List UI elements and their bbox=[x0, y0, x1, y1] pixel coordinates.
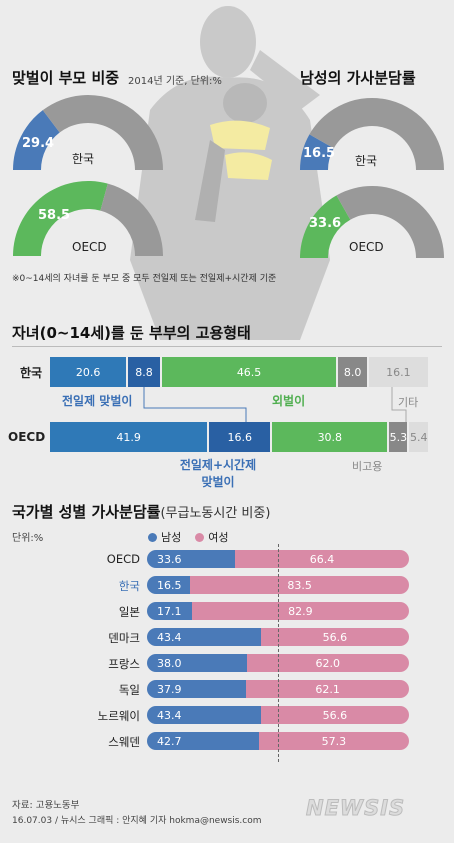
country-label: 한국 bbox=[118, 579, 140, 593]
donut-label: OECD bbox=[349, 240, 384, 254]
connector-lines bbox=[143, 387, 407, 422]
emp-row-label-oecd: OECD bbox=[8, 430, 46, 444]
country-label: 독일 bbox=[118, 683, 140, 697]
donut-value: 58.5 bbox=[38, 208, 71, 223]
female-segment: 82.9 bbox=[191, 602, 409, 620]
housework-bar: 38.0 62.0 bbox=[147, 654, 409, 672]
country-label: 덴마크 bbox=[108, 631, 140, 645]
male-housework-title: 남성의 가사분담률 bbox=[300, 69, 416, 87]
emp-bar-korea: 20.6 8.8 46.5 8.0 16.1 bbox=[50, 357, 430, 387]
cat-mixed-label: 전일제+시간제 맞벌이 bbox=[170, 456, 266, 490]
male-segment: 33.6 bbox=[147, 550, 236, 568]
donut-rest-arc bbox=[309, 97, 444, 170]
donut-rest-arc bbox=[42, 94, 163, 170]
donut-value-arc bbox=[300, 195, 351, 258]
emp-row-label-korea: 한국 bbox=[20, 366, 43, 380]
employment-title: 자녀(0~14세)를 둔 부부의 고용형태 bbox=[12, 324, 251, 342]
housework-bar: 16.5 83.5 bbox=[147, 576, 409, 594]
donut-chart bbox=[300, 97, 444, 170]
male-segment: 16.5 bbox=[147, 576, 191, 594]
source: 자료: 고용노동부 bbox=[12, 800, 80, 811]
male-segment: 38.0 bbox=[147, 654, 247, 672]
donut-chart bbox=[13, 94, 163, 170]
country-label: 프랑스 bbox=[108, 657, 140, 671]
housework-bar: 43.4 56.6 bbox=[147, 628, 409, 646]
seg-mixed: 16.6 bbox=[209, 422, 271, 452]
donut-value-arc bbox=[13, 181, 108, 256]
donut-label: OECD bbox=[72, 240, 107, 254]
housework-title-suffix: (무급노동시간 비중) bbox=[160, 506, 271, 521]
cat-other-label: 기타 bbox=[398, 396, 419, 409]
cat-unemployed-label: 비고용 bbox=[352, 460, 383, 473]
legend-male-label: 남성 bbox=[161, 531, 182, 544]
donut-male-korea: 16.5 한국 bbox=[297, 92, 447, 172]
female-segment: 66.4 bbox=[235, 550, 409, 568]
cat-full-label: 전일제 맞벌이 bbox=[62, 394, 133, 408]
mother-child-illustration bbox=[130, 6, 330, 340]
male-segment: 43.4 bbox=[147, 706, 261, 724]
housework-bar: 17.1 82.9 bbox=[147, 602, 409, 620]
legend: 남성 여성 bbox=[148, 529, 229, 545]
male-segment: 42.7 bbox=[147, 732, 259, 750]
country-label: 일본 bbox=[118, 605, 140, 619]
donut-value-arc bbox=[300, 134, 334, 170]
donut-rest-arc bbox=[100, 183, 163, 256]
seg-unemployed: 5.3 bbox=[389, 422, 408, 452]
seg-single: 46.5 bbox=[161, 357, 337, 387]
seg-mixed: 8.8 bbox=[128, 357, 160, 387]
female-segment: 56.6 bbox=[260, 628, 409, 646]
donut-rest-arc bbox=[336, 185, 444, 258]
country-label: 노르웨이 bbox=[97, 709, 140, 723]
donut-label: 한국 bbox=[355, 154, 378, 168]
male-segment: 43.4 bbox=[147, 628, 261, 646]
donut-label: 한국 bbox=[72, 152, 95, 166]
seg-full: 41.9 bbox=[50, 422, 208, 452]
country-label: OECD bbox=[106, 552, 140, 566]
couple-ratio-subtitle: 2014년 기준, 단위:% bbox=[128, 76, 222, 87]
housework-bar: 43.4 56.6 bbox=[147, 706, 409, 724]
seg-single: 30.8 bbox=[272, 422, 388, 452]
female-segment: 83.5 bbox=[190, 576, 409, 594]
cat-single-label: 외벌이 bbox=[272, 394, 306, 408]
emp-bar-oecd: 41.9 16.6 30.8 5.3 5.4 bbox=[50, 422, 430, 452]
donut-chart bbox=[300, 185, 444, 258]
newsis-logo: NEWSIS bbox=[305, 796, 406, 821]
donut-couple-oecd: 58.5 OECD bbox=[10, 178, 166, 258]
seg-full: 20.6 bbox=[50, 357, 127, 387]
female-segment: 56.6 bbox=[260, 706, 409, 724]
donut-value: 33.6 bbox=[309, 216, 342, 231]
donut-male-oecd: 33.6 OECD bbox=[297, 180, 447, 260]
donut-value: 29.4 bbox=[22, 136, 55, 151]
legend-female-swatch bbox=[195, 532, 205, 542]
donut-couple-korea: 29.4 한국 bbox=[10, 92, 166, 172]
female-segment: 62.0 bbox=[246, 654, 409, 672]
male-segment: 37.9 bbox=[147, 680, 247, 698]
donut-value-arc bbox=[13, 110, 60, 170]
female-segment: 62.1 bbox=[246, 680, 409, 698]
fifty-percent-line bbox=[278, 544, 279, 762]
country-label: 스웨덴 bbox=[108, 735, 140, 749]
housework-chart: OECD 33.6 66.4 한국 16.5 83.5 일본 17.1 82.9 덴마크 43.4 5… bbox=[0, 544, 454, 770]
cat-mixed-line2: 맞벌이 bbox=[201, 475, 235, 489]
seg-other: 5.4 bbox=[409, 422, 428, 452]
legend-male-swatch bbox=[148, 532, 157, 542]
female-segment: 57.3 bbox=[258, 732, 409, 750]
housework-bar: 42.7 57.3 bbox=[147, 732, 409, 750]
cat-mixed-line1: 전일제+시간제 bbox=[179, 458, 257, 472]
seg-other: 16.1 bbox=[368, 357, 428, 387]
donut-value: 16.5 bbox=[303, 146, 336, 161]
housework-title: 국가별 성별 가사분담률(무급노동시간 비중) bbox=[12, 501, 270, 522]
couple-ratio-title: 맞벌이 부모 비중 bbox=[12, 69, 120, 87]
donut-chart bbox=[13, 181, 163, 256]
divider bbox=[12, 346, 442, 347]
seg-unemployed: 8.0 bbox=[338, 357, 367, 387]
housework-unit: 단위:% bbox=[12, 533, 44, 544]
footnote: ※0~14세의 자녀를 둔 부모 중 모두 전일제 또는 전일제+시간제 기준 bbox=[12, 274, 277, 284]
housework-bar: 37.9 62.1 bbox=[147, 680, 409, 698]
male-segment: 17.1 bbox=[147, 602, 192, 620]
credit: 16.07.03 / 뉴시스 그래픽 : 안지혜 기자 hokma@newsis… bbox=[12, 816, 262, 826]
legend-female-label: 여성 bbox=[208, 531, 229, 544]
housework-title-main: 국가별 성별 가사분담률 bbox=[12, 503, 161, 521]
